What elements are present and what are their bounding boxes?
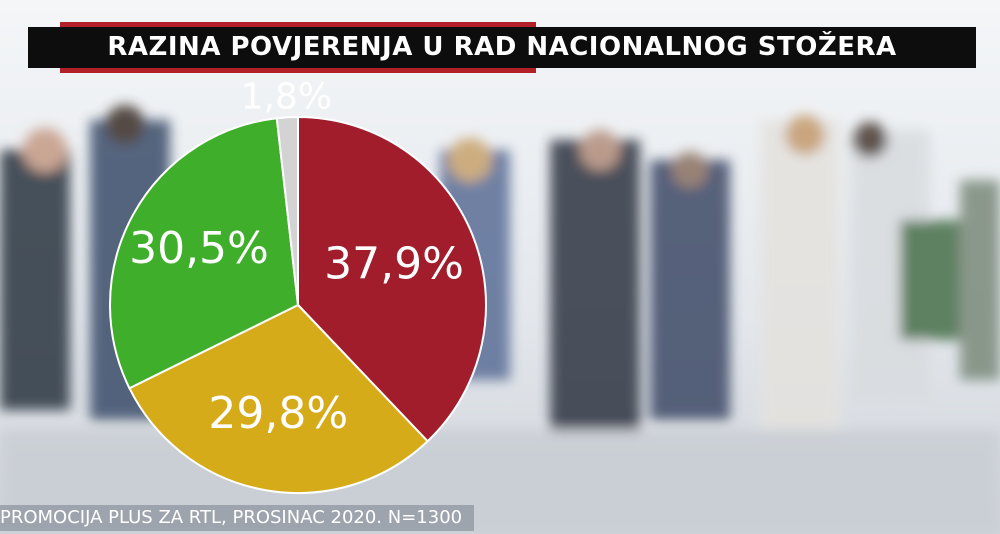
pie-slice-1 [297, 115, 487, 443]
title-accent-top [60, 22, 536, 27]
pie-label-3: 30,5% [129, 223, 269, 274]
pie-slice-3 [109, 117, 300, 390]
title-accent-bottom [60, 68, 536, 73]
pie-label-1: 37,9% [324, 239, 464, 290]
pie-slice-4 [275, 115, 299, 306]
chart-title: RAZINA POVJERENJA U RAD NACIONALNOG STOŽ… [107, 32, 897, 62]
title-bar [28, 27, 976, 68]
source-note: PROMOCIJA PLUS ZA RTL, PROSINAC 2020. N=… [0, 505, 475, 531]
pie-label-4: 1,8% [241, 77, 332, 118]
pie-label-2: 29,8% [208, 388, 348, 439]
